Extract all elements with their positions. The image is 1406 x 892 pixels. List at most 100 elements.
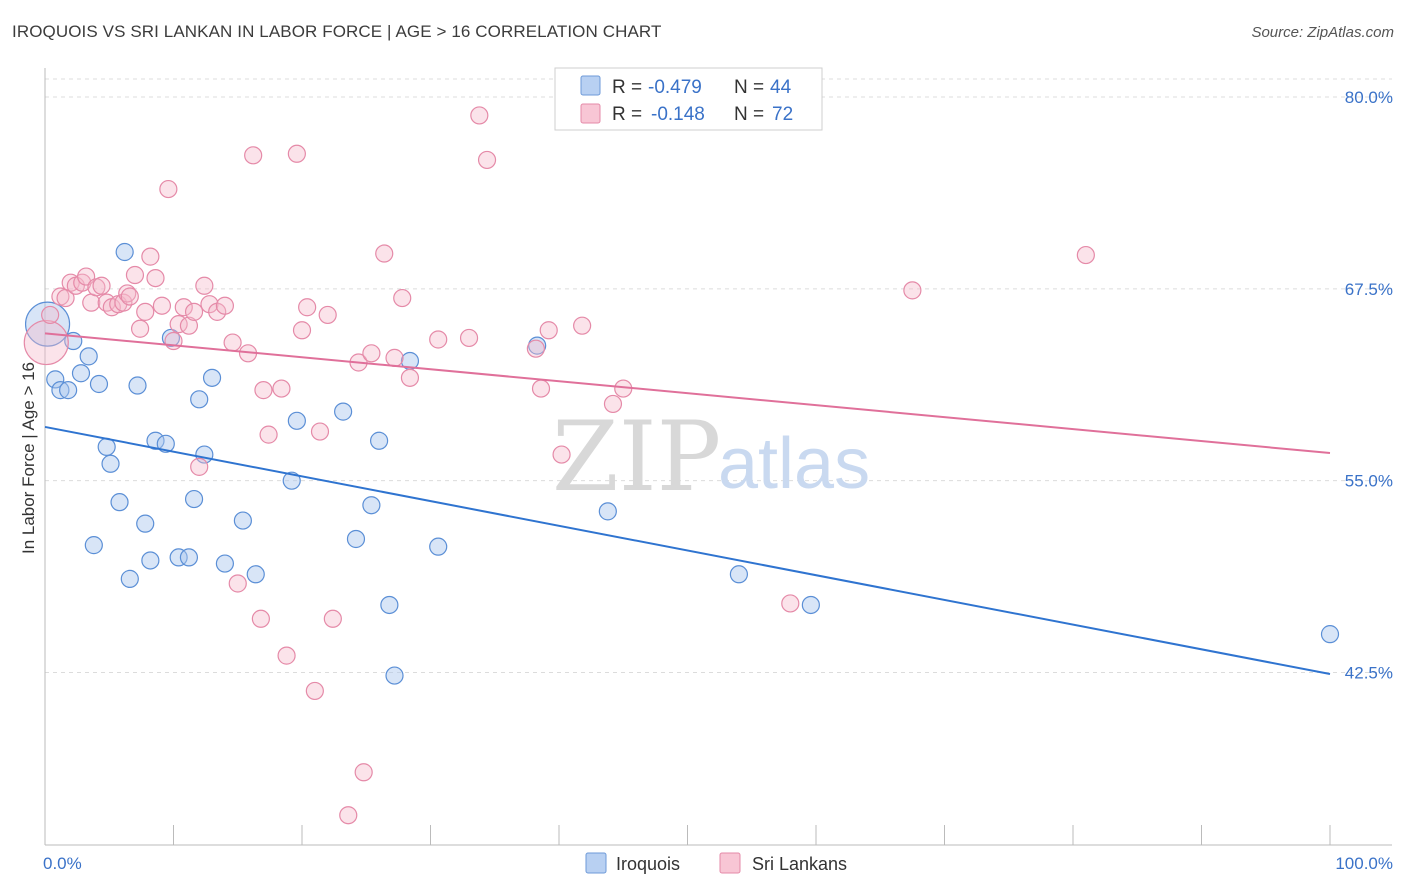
srilankan-point xyxy=(477,150,497,170)
srilankan-point xyxy=(120,287,139,306)
srilankan-trend-line xyxy=(44,332,1331,455)
watermark-zip: ZIP xyxy=(552,401,721,513)
srilankan-point xyxy=(223,333,242,352)
srilankan-point xyxy=(228,574,247,593)
iroquois-point xyxy=(429,537,448,556)
iroquois-point xyxy=(598,502,617,521)
srilankan-point xyxy=(179,316,199,335)
srilankan-point xyxy=(272,379,291,398)
srilankan-point xyxy=(195,276,214,295)
srilankan-point xyxy=(190,457,209,476)
srilankan-point xyxy=(292,321,312,340)
iroquois-point xyxy=(46,370,65,389)
iroquois-point xyxy=(89,374,109,394)
iroquois-bottom-swatch xyxy=(585,852,607,874)
iroquois-point xyxy=(146,431,165,450)
iroquois-point xyxy=(202,368,222,387)
srilankan-point xyxy=(429,330,448,349)
srilankan-r-label: R = xyxy=(612,104,642,125)
iroquois-point xyxy=(136,514,155,533)
iroquois-r-value: -0.479 xyxy=(648,77,702,98)
iroquois-point xyxy=(115,242,134,262)
srilankan-point xyxy=(400,368,420,387)
srilankan-r-value: -0.148 xyxy=(651,104,705,125)
trend-lines xyxy=(44,332,1331,676)
y-axis-label: In Labor Force | Age > 16 xyxy=(19,362,38,554)
srilankan-point xyxy=(903,281,922,300)
watermark-atlas: atlas xyxy=(718,424,870,504)
x-tick-label: 0.0% xyxy=(43,854,82,873)
iroquois-point xyxy=(141,551,160,570)
srilankan-point xyxy=(298,298,317,317)
srilankan-point xyxy=(92,276,111,295)
srilankan-point xyxy=(539,321,558,340)
srilankan-point xyxy=(159,179,178,199)
iroquois-point xyxy=(110,493,129,512)
srilankan-point xyxy=(339,806,358,825)
iroquois-trend-line xyxy=(44,425,1331,676)
srilankan-point xyxy=(277,646,296,665)
srilankan-point xyxy=(287,144,306,163)
iroquois-point xyxy=(184,489,204,509)
iroquois-point xyxy=(1320,625,1340,644)
srilankan-point xyxy=(141,247,160,266)
srilankan-point xyxy=(251,609,270,628)
srilankan-point xyxy=(130,319,150,338)
iroquois-point xyxy=(79,347,98,366)
iroquois-point xyxy=(380,595,399,615)
iroquois-point xyxy=(161,328,181,348)
srilankan-point xyxy=(125,265,145,285)
iroquois-point xyxy=(59,381,78,400)
iroquois-point xyxy=(215,554,234,573)
srilankan-point xyxy=(184,302,204,321)
srilankan-point xyxy=(41,305,60,325)
iroquois-point xyxy=(334,402,353,421)
srilankan-point xyxy=(118,284,137,303)
iroquois-point xyxy=(156,434,175,453)
iroquois-point xyxy=(362,496,381,515)
iroquois-point xyxy=(282,471,301,490)
y-tick-label: 80.0% xyxy=(1345,88,1393,107)
iroquois-point xyxy=(71,364,91,383)
iroquois-point xyxy=(51,381,70,400)
iroquois-point xyxy=(120,569,139,588)
srilankan-point xyxy=(603,394,623,414)
srilankan-point xyxy=(1076,245,1095,265)
srilankan-point xyxy=(23,319,69,366)
srilankan-point xyxy=(259,425,278,444)
iroquois-r-label: R = xyxy=(612,77,642,98)
iroquois-n-value: 44 xyxy=(770,77,792,98)
srilankan-point xyxy=(375,244,394,263)
srilankan-point xyxy=(526,339,545,358)
y-tick-label: 67.5% xyxy=(1345,280,1393,299)
srilankan-bottom-swatch xyxy=(719,852,741,874)
x-tick-label: 100.0% xyxy=(1335,854,1393,873)
srilankan-point xyxy=(254,381,273,400)
series-legend: Iroquois Sri Lankans xyxy=(585,852,847,874)
srilankan-n-label: N = xyxy=(734,104,764,125)
srilankan-point xyxy=(82,293,101,312)
srilankan-point xyxy=(318,305,337,325)
srilankan-point xyxy=(393,288,412,308)
iroquois-point xyxy=(84,536,103,555)
srilankan-point xyxy=(152,296,172,315)
srilankan-point xyxy=(310,422,330,441)
iroquois-point xyxy=(233,511,252,530)
y-tick-label: 55.0% xyxy=(1345,472,1393,491)
srilankan-point xyxy=(470,106,489,125)
axes xyxy=(44,68,1392,846)
srilankan-point xyxy=(244,146,263,165)
source-credit: Source: ZipAtlas.com xyxy=(1251,24,1394,41)
iroquois-point xyxy=(385,666,404,685)
srilankan-point xyxy=(354,763,373,782)
srilankan-point xyxy=(146,268,165,288)
iroquois-point xyxy=(528,336,547,355)
iroquois-point xyxy=(246,565,265,584)
iroquois-point xyxy=(729,565,749,584)
srilankan-n-value: 72 xyxy=(772,104,793,125)
iroquois-n-label: N = xyxy=(734,77,764,98)
srilankan-point xyxy=(174,298,193,317)
srilankan-point xyxy=(573,316,592,335)
iroquois-point xyxy=(370,431,389,450)
iroquois-point xyxy=(801,595,820,615)
